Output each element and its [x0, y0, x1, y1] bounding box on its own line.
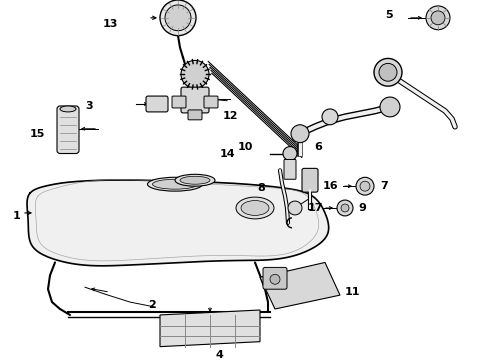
- Text: 14: 14: [220, 149, 235, 158]
- Text: 3: 3: [85, 101, 93, 111]
- Circle shape: [337, 200, 353, 216]
- Text: 11: 11: [345, 287, 361, 297]
- Circle shape: [322, 109, 338, 125]
- Text: 5: 5: [385, 10, 393, 20]
- Circle shape: [283, 147, 297, 161]
- Polygon shape: [27, 180, 329, 266]
- FancyBboxPatch shape: [302, 168, 318, 192]
- Polygon shape: [160, 310, 260, 347]
- Text: 13: 13: [102, 19, 118, 29]
- Circle shape: [165, 5, 191, 31]
- Ellipse shape: [152, 179, 197, 189]
- Ellipse shape: [175, 174, 215, 186]
- Text: 10: 10: [238, 141, 253, 152]
- Circle shape: [426, 6, 450, 30]
- Text: 17: 17: [308, 203, 323, 213]
- Ellipse shape: [236, 197, 274, 219]
- FancyBboxPatch shape: [146, 96, 168, 112]
- Circle shape: [270, 274, 280, 284]
- Text: 2: 2: [148, 300, 156, 310]
- Text: 12: 12: [222, 111, 238, 121]
- Circle shape: [360, 181, 370, 191]
- Text: 1: 1: [12, 211, 20, 221]
- FancyBboxPatch shape: [284, 159, 296, 179]
- Text: 15: 15: [29, 129, 45, 139]
- FancyBboxPatch shape: [263, 267, 287, 289]
- Text: 16: 16: [323, 181, 339, 191]
- Circle shape: [288, 201, 302, 215]
- Text: 7: 7: [380, 181, 388, 191]
- Polygon shape: [260, 262, 340, 309]
- Circle shape: [291, 125, 309, 143]
- Circle shape: [160, 0, 196, 36]
- Ellipse shape: [147, 177, 202, 191]
- FancyBboxPatch shape: [181, 87, 209, 113]
- Ellipse shape: [60, 106, 76, 112]
- Text: 8: 8: [257, 183, 265, 193]
- Circle shape: [181, 60, 209, 88]
- Circle shape: [341, 204, 349, 212]
- Circle shape: [374, 58, 402, 86]
- Circle shape: [380, 97, 400, 117]
- FancyBboxPatch shape: [204, 96, 218, 108]
- FancyBboxPatch shape: [172, 96, 186, 108]
- FancyBboxPatch shape: [57, 106, 79, 153]
- Circle shape: [431, 11, 445, 25]
- Text: 4: 4: [215, 350, 223, 360]
- Ellipse shape: [180, 176, 210, 184]
- Text: 9: 9: [358, 203, 366, 213]
- FancyBboxPatch shape: [188, 110, 202, 120]
- Text: 6: 6: [314, 141, 322, 152]
- Ellipse shape: [241, 201, 269, 215]
- Circle shape: [356, 177, 374, 195]
- Circle shape: [379, 63, 397, 81]
